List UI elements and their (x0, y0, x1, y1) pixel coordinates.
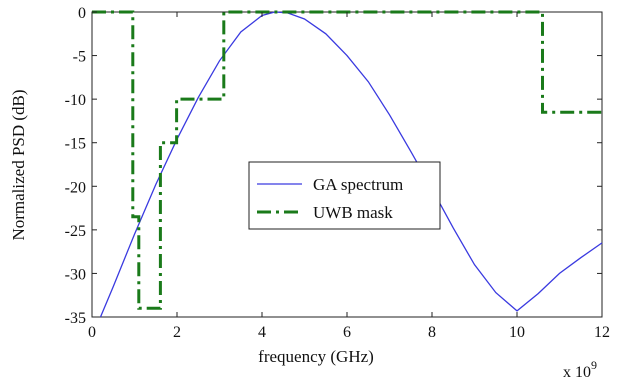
x-tick-label: 4 (258, 324, 266, 341)
ticks-layer: 0 2 4 6 8 10 12 0 -5 -10 -15 -20 -25 -30 -35 (65, 5, 610, 341)
x-multiplier-exponent: 9 (591, 358, 597, 372)
x-tick-label: 10 (509, 324, 525, 341)
y-tick-label: 0 (78, 5, 86, 22)
legend-box (248, 161, 441, 230)
series-layer (92, 10, 603, 318)
series-line-uwb-mask (92, 10, 602, 310)
x-multiplier: x 109 (563, 358, 597, 381)
x-tick-label: 0 (88, 324, 96, 341)
y-tick-label: -20 (65, 179, 86, 196)
legend-label-uwb-mask: UWB mask (313, 203, 393, 222)
y-tick-label: -25 (65, 223, 86, 240)
y-tick-label: -10 (65, 92, 86, 109)
legend: GA spectrum UWB mask (248, 161, 441, 230)
x-axis-title: frequency (GHz) (258, 347, 374, 366)
x-multiplier-base: x 10 (563, 364, 591, 381)
x-tick-label: 8 (428, 324, 436, 341)
series-line-ga-spectrum (99, 11, 603, 318)
y-tick-label: -15 (65, 136, 86, 153)
y-tick-label: -35 (65, 310, 86, 327)
y-axis-title: Normalized PSD (dB) (9, 89, 28, 240)
x-tick-label: 6 (343, 324, 351, 341)
y-tick-label: -5 (73, 49, 86, 66)
legend-label-ga-spectrum: GA spectrum (313, 175, 403, 194)
y-tick-label: -30 (65, 266, 86, 283)
x-tick-label: 2 (173, 324, 181, 341)
x-tick-label: 12 (594, 324, 610, 341)
